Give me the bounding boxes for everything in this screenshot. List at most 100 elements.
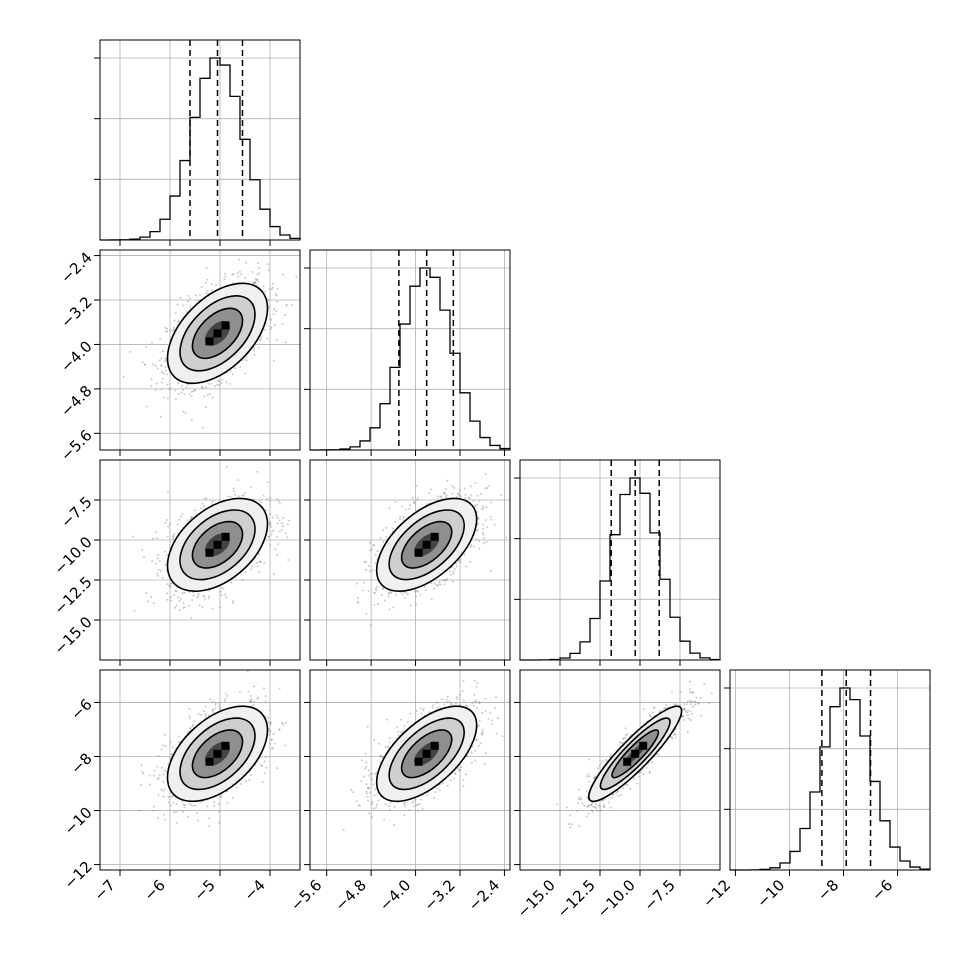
scatter-point — [258, 560, 261, 563]
density-peak-cell — [430, 532, 439, 541]
scatter-point — [374, 553, 377, 556]
scatter-point — [368, 570, 371, 573]
scatter-point — [261, 781, 264, 784]
scatter-point — [179, 597, 182, 600]
scatter-point — [238, 270, 241, 273]
scatter-point — [161, 576, 164, 579]
scatter-point — [435, 584, 438, 587]
scatter-point — [237, 275, 240, 278]
scatter-point — [505, 536, 508, 539]
scatter-point — [190, 617, 193, 620]
scatter-point — [229, 495, 232, 498]
scatter-point — [209, 698, 212, 701]
scatter-point — [254, 277, 257, 280]
scatter-point — [474, 505, 477, 508]
scatter-point — [373, 591, 376, 594]
scatter-point — [177, 382, 180, 385]
scatter-point — [166, 383, 169, 386]
scatter-point — [166, 397, 169, 400]
scatter-point — [160, 364, 163, 367]
scatter-point — [453, 567, 456, 570]
scatter-point — [472, 499, 475, 502]
scatter-point — [143, 363, 146, 366]
scatter-point — [159, 337, 162, 340]
scatter-point — [256, 278, 259, 281]
scatter-point — [290, 304, 293, 307]
scatter-point — [189, 305, 192, 308]
scatter-point — [223, 278, 226, 281]
scatter-point — [255, 279, 258, 282]
scatter-point — [241, 494, 244, 497]
scatter-point — [255, 283, 258, 286]
scatter-point — [208, 714, 211, 717]
density-layer — [122, 258, 298, 429]
scatter-point — [452, 580, 455, 583]
scatter-point — [229, 369, 232, 372]
scatter-point — [367, 564, 370, 567]
scatter-point — [183, 591, 186, 594]
scatter-point — [413, 502, 416, 505]
scatter-point — [258, 266, 261, 269]
scatter-point — [160, 388, 163, 391]
scatter-point — [164, 745, 167, 748]
histogram-step — [729, 687, 931, 871]
scatter-point — [182, 388, 185, 391]
scatter-point — [267, 269, 270, 272]
scatter-point — [389, 591, 392, 594]
scatter-point — [193, 389, 196, 392]
scatter-point — [270, 533, 273, 536]
scatter-point — [276, 287, 279, 290]
scatter-point — [177, 319, 180, 322]
scatter-point — [189, 726, 192, 729]
scatter-point — [464, 497, 467, 500]
scatter-point — [230, 581, 233, 584]
scatter-point — [238, 258, 241, 261]
scatter-point — [201, 387, 204, 390]
scatter-point — [269, 318, 272, 321]
scatter-point — [405, 591, 408, 594]
scatter-point — [400, 505, 403, 508]
scatter-point — [257, 262, 260, 265]
scatter-point — [455, 565, 458, 568]
density-layer — [138, 670, 300, 828]
scatter-point — [142, 556, 145, 559]
scatter-point — [449, 573, 452, 576]
scatter-point — [476, 528, 479, 531]
scatter-point — [184, 411, 187, 414]
scatter-point — [225, 465, 228, 468]
scatter-point — [201, 386, 204, 389]
scatter-point — [481, 532, 484, 535]
scatter-point — [439, 495, 442, 498]
scatter-point — [430, 582, 433, 585]
scatter-point — [166, 490, 169, 493]
scatter-point — [275, 535, 278, 538]
scatter-point — [167, 525, 170, 528]
scatter-point — [176, 595, 179, 598]
scatter-point — [411, 496, 414, 499]
scatter-point — [267, 263, 270, 266]
scatter-point — [152, 363, 155, 366]
scatter-point — [275, 294, 278, 297]
scatter-point — [271, 286, 274, 289]
scatter-point — [162, 372, 165, 375]
panel-border — [99, 459, 301, 661]
scatter-point — [415, 603, 418, 606]
density-panel-3-2 — [304, 459, 511, 666]
density-panel-2-1: −5.6−4.8−4.0−3.2−2.4 — [57, 248, 301, 465]
scatter-point — [408, 507, 411, 510]
scatter-point — [482, 523, 485, 526]
scatter-point — [211, 607, 214, 610]
scatter-point — [206, 394, 209, 397]
scatter-point — [275, 514, 278, 517]
scatter-point — [258, 499, 261, 502]
scatter-point — [482, 533, 485, 536]
density-layer — [131, 465, 300, 620]
panel-border — [519, 459, 721, 661]
scatter-point — [489, 515, 492, 518]
scatter-point — [459, 495, 462, 498]
scatter-point — [282, 525, 285, 528]
scatter-point — [369, 541, 372, 544]
panel-border — [99, 39, 301, 241]
scatter-point — [394, 520, 397, 523]
scatter-point — [210, 283, 213, 286]
